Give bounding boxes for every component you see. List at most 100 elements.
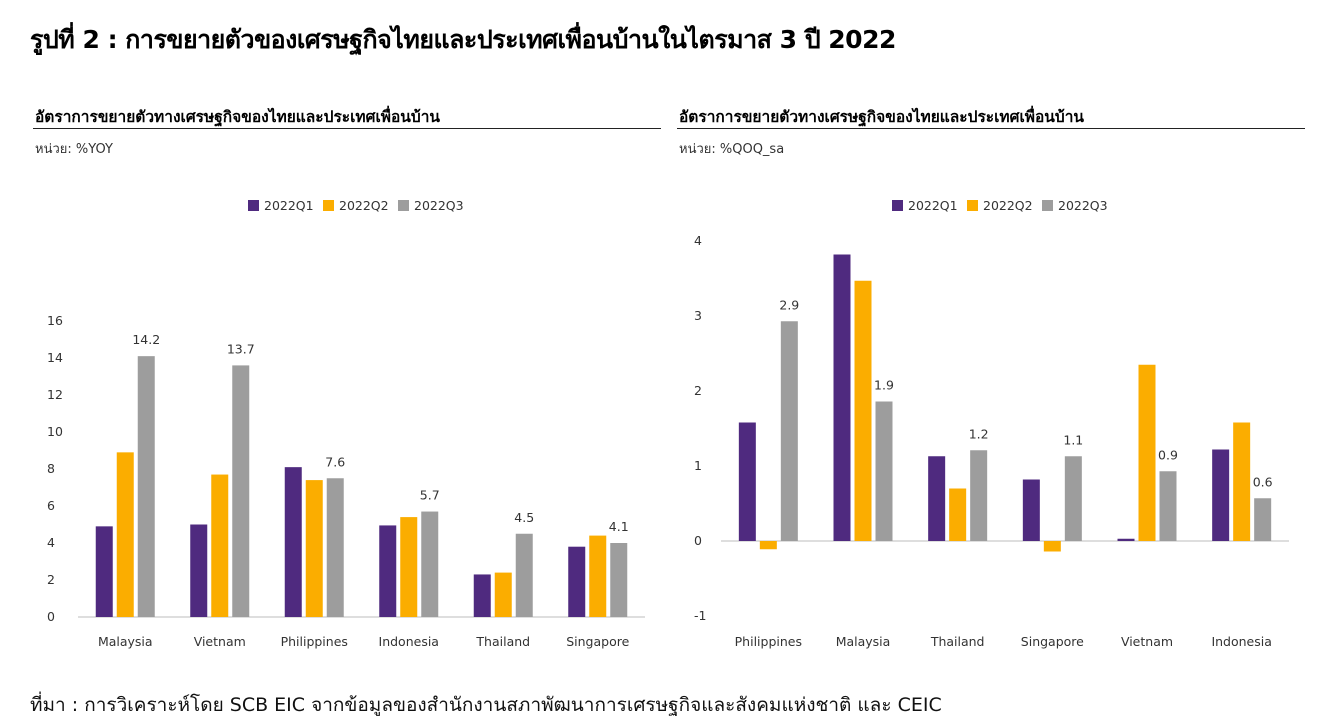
legend-swatch (398, 200, 409, 211)
data-label: 1.9 (874, 378, 894, 393)
bar-2022q2 (305, 480, 323, 617)
bar-2022q1 (95, 526, 113, 617)
bar-2022q2 (400, 517, 418, 617)
x-tick-label: Indonesia (379, 634, 439, 649)
y-tick-label: 2 (694, 383, 702, 398)
chart-unit-label: หน่วย: %YOY (35, 142, 113, 157)
source-note: ที่มา : การวิเคราะห์โดย SCB EIC จากข้อมู… (30, 694, 942, 716)
bar-2022q2 (589, 535, 607, 617)
bar-2022q2 (1138, 364, 1156, 541)
data-label: 7.6 (325, 454, 345, 469)
bar-2022q1 (1022, 479, 1040, 541)
bar-2022q3 (421, 511, 439, 617)
bar-2022q2 (211, 474, 229, 617)
data-label: 4.1 (609, 519, 629, 534)
x-tick-label: Malaysia (98, 634, 153, 649)
bar-2022q3 (1254, 498, 1272, 541)
bar-2022q1 (284, 467, 302, 617)
x-tick-label: Vietnam (194, 634, 246, 649)
bar-2022q3 (970, 450, 988, 541)
chart-title: อัตราการขยายตัวทางเศรษฐกิจของไทยและประเท… (679, 108, 1085, 126)
title-divider (33, 128, 661, 129)
legend-swatch (892, 200, 903, 211)
legend-swatch (1042, 200, 1053, 211)
y-tick-label: 4 (694, 233, 702, 248)
x-tick-label: Philippines (735, 634, 802, 649)
data-label: 4.5 (514, 510, 534, 525)
chart-unit-label: หน่วย: %QOQ_sa (679, 142, 785, 157)
x-tick-label: Vietnam (1121, 634, 1173, 649)
x-tick-label: Thailand (475, 634, 530, 649)
x-tick-label: Singapore (566, 634, 629, 649)
bar-2022q2 (854, 280, 872, 541)
bar-2022q1 (928, 456, 946, 541)
y-tick-label: -1 (694, 608, 706, 623)
bar-2022q3 (610, 543, 628, 617)
y-tick-label: 2 (47, 572, 55, 587)
bar-2022q3 (780, 321, 798, 541)
y-tick-label: 3 (694, 308, 702, 323)
legend-label: 2022Q1 (908, 198, 958, 213)
x-tick-label: Philippines (281, 634, 348, 649)
data-label: 13.7 (227, 341, 255, 356)
data-label: 1.2 (969, 426, 989, 441)
data-label: 1.1 (1063, 432, 1083, 447)
bar-2022q1 (379, 525, 397, 617)
bar-2022q1 (473, 574, 491, 617)
bar-2022q3 (875, 401, 893, 541)
data-label: 0.6 (1253, 474, 1273, 489)
x-tick-label: Malaysia (836, 634, 891, 649)
chart-title: อัตราการขยายตัวทางเศรษฐกิจของไทยและประเท… (35, 108, 441, 126)
bar-2022q2 (759, 541, 777, 550)
chart-panel-yoy: อัตราการขยายตัวทางเศรษฐกิจของไทยและประเท… (33, 100, 661, 660)
legend-label: 2022Q2 (339, 198, 389, 213)
data-label: 14.2 (132, 332, 160, 347)
y-tick-label: 8 (47, 461, 55, 476)
legend-label: 2022Q1 (264, 198, 314, 213)
page-title: รูปที่ 2 : การขยายตัวของเศรษฐกิจไทยและปร… (30, 25, 896, 54)
y-tick-label: 4 (47, 535, 55, 550)
y-tick-label: 6 (47, 498, 55, 513)
legend-swatch (967, 200, 978, 211)
bar-2022q2 (494, 572, 512, 617)
bar-2022q2 (949, 488, 967, 541)
bar-2022q3 (1064, 456, 1082, 541)
y-tick-label: 0 (47, 609, 55, 624)
bar-2022q3 (137, 356, 155, 617)
y-tick-label: 1 (694, 458, 702, 473)
bar-chart-qoq: 2022Q1 2022Q2 2022Q3 -1 0 1 2 3 4 2.9 Philippines 1… (694, 198, 1289, 649)
bar-2022q1 (568, 546, 586, 617)
data-label: 2.9 (779, 297, 799, 312)
legend-label: 2022Q3 (414, 198, 464, 213)
bar-2022q1 (190, 524, 208, 617)
chart-panel-qoq: อัตราการขยายตัวทางเศรษฐกิจของไทยและประเท… (677, 100, 1305, 660)
y-tick-label: 12 (47, 387, 63, 402)
chart-legend: 2022Q1 2022Q2 2022Q3 (248, 198, 464, 213)
bar-2022q3 (1159, 471, 1177, 541)
bar-2022q1 (1117, 538, 1135, 541)
bar-chart-yoy: 2022Q1 2022Q2 2022Q3 0 2 4 6 8 10 12 14 16 14.2 Malay… (47, 198, 645, 649)
bar-2022q2 (1043, 541, 1061, 552)
bar-2022q3 (326, 478, 344, 617)
x-tick-label: Thailand (930, 634, 985, 649)
bar-2022q1 (833, 254, 851, 541)
y-tick-label: 10 (47, 424, 63, 439)
chart-legend: 2022Q1 2022Q2 2022Q3 (892, 198, 1108, 213)
data-label: 0.9 (1158, 447, 1178, 462)
legend-swatch (248, 200, 259, 211)
y-tick-label: 14 (47, 350, 63, 365)
bar-2022q1 (1212, 449, 1230, 541)
x-tick-label: Indonesia (1211, 634, 1271, 649)
legend-label: 2022Q3 (1058, 198, 1108, 213)
data-label: 5.7 (420, 488, 440, 503)
legend-swatch (323, 200, 334, 211)
bar-2022q2 (1233, 422, 1251, 541)
bar-2022q1 (738, 422, 756, 541)
y-tick-label: 16 (47, 313, 63, 328)
title-divider (677, 128, 1305, 129)
bar-2022q2 (116, 452, 134, 617)
bar-2022q3 (515, 533, 533, 617)
y-tick-label: 0 (694, 533, 702, 548)
legend-label: 2022Q2 (983, 198, 1033, 213)
x-tick-label: Singapore (1021, 634, 1084, 649)
